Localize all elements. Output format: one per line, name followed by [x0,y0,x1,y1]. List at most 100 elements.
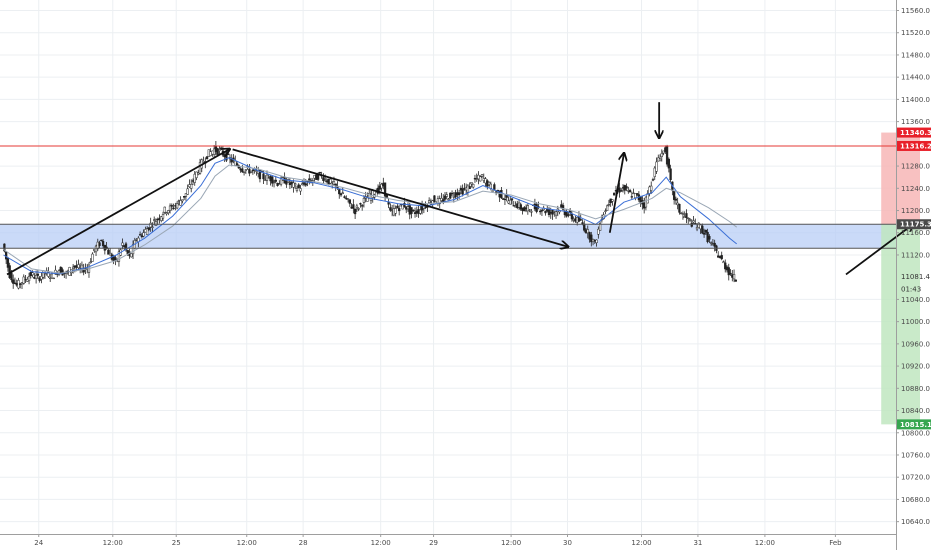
candle-down [449,192,452,199]
trend-drawings[interactable] [6,102,913,276]
candle-up [186,188,189,195]
candle-up [688,219,692,221]
candle-down [457,192,461,196]
candle-up [108,252,112,256]
candle-down [114,257,117,261]
candle-down [539,210,542,213]
candle-up [249,170,253,173]
trend-line[interactable] [232,148,568,246]
candle-down [19,283,22,285]
price-tick-label: 10720.0 [901,474,930,482]
candle-down [630,196,633,198]
time-tick-label: 12:00 [501,539,521,547]
price-axis[interactable]: 11560.0 11520.0 11480.0 11440.0 11400.0 11360… [896,7,930,526]
candle-up [218,149,221,151]
time-tick-label: 12:00 [755,539,775,547]
candle-up [606,205,609,211]
candle-down [468,186,471,190]
time-axis[interactable]: 24 12:00 25 12:00 28 12:00 29 12:00 30 12:00 31 12:… [34,534,842,547]
candle-down [734,279,737,282]
candle-down [535,204,538,212]
candle-up [181,199,184,202]
ema-fast-line [3,157,738,275]
candle-down [304,183,307,186]
price-badge [897,127,931,138]
candle-down [443,195,447,200]
candle-up [167,210,170,214]
candle-down [318,172,322,174]
candle-down [503,198,507,201]
candle-up [607,204,611,206]
price-tick-label: 10640.0 [901,518,930,526]
candle-down [352,204,355,209]
candle-up [77,264,80,269]
candle-down [540,210,544,212]
candle-up [168,205,172,211]
candle-down [510,198,514,201]
candle-up [445,194,448,197]
candle-up [121,242,124,246]
candle-down [583,223,586,231]
candle-up [681,213,685,215]
arrow-annotation[interactable] [608,154,624,233]
candle-down [353,208,357,215]
candle-down [512,205,515,207]
candle-up [117,251,121,262]
candle-down [170,205,173,207]
candle-up [586,229,589,234]
candle-up [466,185,470,193]
ema-slow-line [3,164,738,274]
candle-up [447,198,450,201]
candle-up [658,158,662,162]
candle-up [597,228,600,235]
candlestick-series [3,140,737,290]
candle-up [554,211,558,216]
price-tick-label: 10800.0 [901,429,930,437]
candle-up [660,153,663,157]
price-lines [0,145,896,249]
candle-down [10,272,13,281]
candle-up [487,182,491,186]
candle-down [667,158,670,169]
candle-down [567,214,570,216]
candle-up [130,253,133,258]
candle-down [620,190,623,192]
time-tick-label: 12:00 [371,539,391,547]
candle-up [530,211,533,213]
price-tick-label: 10880.0 [901,385,930,393]
take-profit-area[interactable] [881,224,920,425]
time-tick-label: 12:00 [631,539,651,547]
candle-down [3,243,6,252]
candle-up [709,242,713,244]
candle-down [724,262,727,270]
candle-down [235,163,239,166]
candle-down [4,251,8,260]
candle-down [613,192,616,196]
candle-down [271,176,274,184]
candle-up [161,214,165,219]
time-tick-label: 30 [563,539,572,547]
trend-line[interactable] [6,149,229,276]
candle-down [220,147,223,150]
candle-down [651,179,655,181]
time-tick-label: 12:00 [237,539,257,547]
price-tick-label: 11440.0 [901,74,930,82]
candle-up [427,200,431,204]
candle-up [27,276,31,281]
candle-up [438,198,441,205]
candle-up [732,274,736,280]
candle-down [461,188,464,195]
candle-down [494,191,498,193]
candle-up [419,209,422,214]
candle-up [272,181,276,184]
candle-down [579,219,582,221]
time-tick-label: Feb [829,539,842,547]
candle-up [595,239,598,243]
candle-up [294,183,297,186]
price-tick-label: 11240.0 [901,185,930,193]
trend-line[interactable] [845,224,913,276]
candle-down [124,243,128,251]
candle-down [720,255,723,260]
candle-up [598,223,602,231]
